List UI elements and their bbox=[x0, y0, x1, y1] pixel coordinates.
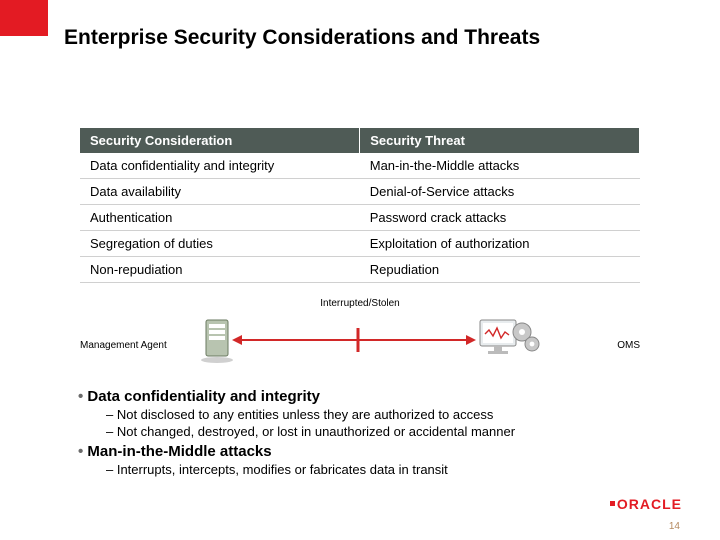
table-row: Segregation of duties Exploitation of au… bbox=[80, 231, 640, 257]
table-cell: Password crack attacks bbox=[360, 205, 640, 231]
table-cell: Data availability bbox=[80, 179, 360, 205]
logo-dot-icon bbox=[610, 501, 615, 506]
table-cell: Man-in-the-Middle attacks bbox=[360, 153, 640, 179]
brand-corner-block bbox=[0, 0, 48, 36]
table-cell: Data confidentiality and integrity bbox=[80, 153, 360, 179]
diagram-top-label: Interrupted/Stolen bbox=[320, 298, 400, 309]
bullet-level-1: Man-in-the-Middle attacks bbox=[78, 443, 658, 460]
table-header-threat: Security Threat bbox=[360, 128, 640, 153]
table-row: Data confidentiality and integrity Man-i… bbox=[80, 153, 640, 179]
table-cell: Non-repudiation bbox=[80, 257, 360, 283]
page-number: 14 bbox=[669, 521, 680, 532]
table-header-consideration: Security Consideration bbox=[80, 128, 360, 153]
diagram-svg bbox=[170, 310, 550, 370]
connection-arrow-icon bbox=[232, 328, 476, 352]
logo-text: ORACLE bbox=[617, 496, 682, 512]
slide-title: Enterprise Security Considerations and T… bbox=[64, 26, 540, 50]
table-cell: Authentication bbox=[80, 205, 360, 231]
monitor-icon bbox=[480, 320, 539, 354]
bullet-level-2: Not disclosed to any entities unless the… bbox=[106, 407, 658, 422]
table-cell: Repudiation bbox=[360, 257, 640, 283]
table-cell: Exploitation of authorization bbox=[360, 231, 640, 257]
security-table: Security Consideration Security Threat D… bbox=[80, 128, 640, 283]
table-cell: Segregation of duties bbox=[80, 231, 360, 257]
table-row: Authentication Password crack attacks bbox=[80, 205, 640, 231]
diagram-right-label: OMS bbox=[617, 340, 640, 351]
bullet-level-1: Data confidentiality and integrity bbox=[78, 388, 658, 405]
bullet-level-2: Interrupts, intercepts, modifies or fabr… bbox=[106, 462, 658, 477]
table-row: Non-repudiation Repudiation bbox=[80, 257, 640, 283]
bullet-list: Data confidentiality and integrity Not d… bbox=[78, 384, 658, 479]
bullet-level-2: Not changed, destroyed, or lost in unaut… bbox=[106, 424, 658, 439]
server-icon bbox=[201, 320, 233, 363]
oracle-logo: ORACLE bbox=[610, 496, 682, 512]
table-row: Data availability Denial-of-Service atta… bbox=[80, 179, 640, 205]
interception-diagram: Interrupted/Stolen Management Agent OMS bbox=[80, 298, 640, 378]
diagram-left-label: Management Agent bbox=[80, 340, 167, 351]
table-cell: Denial-of-Service attacks bbox=[360, 179, 640, 205]
